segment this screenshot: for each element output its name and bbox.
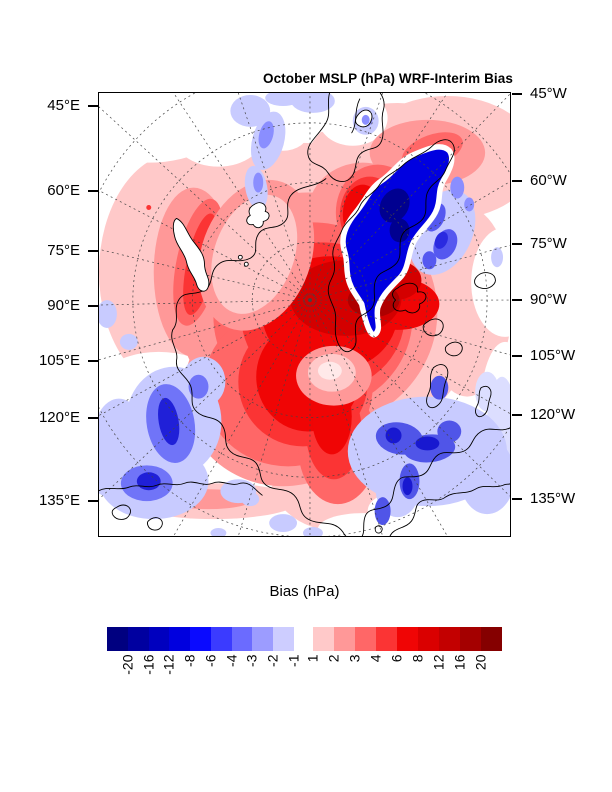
colorbar-tick-label: -8	[181, 654, 198, 667]
map-frame	[98, 92, 511, 537]
left-axis-tick	[88, 190, 98, 192]
colorbar-segment	[396, 627, 419, 651]
graticule	[99, 93, 510, 536]
colorbar-tick-label: -20	[119, 654, 136, 675]
left-axis-label: 105°E	[38, 352, 80, 369]
colorbar-tick-label: -3	[243, 654, 260, 667]
colorbar-segment	[127, 627, 150, 651]
right-axis-tick	[512, 243, 522, 245]
right-axis-label: 105°W	[530, 347, 576, 364]
right-axis-tick	[512, 93, 522, 95]
left-axis-tick	[88, 417, 98, 419]
left-axis-tick	[88, 360, 98, 362]
right-axis-label: 60°W	[530, 172, 567, 189]
colorbar-title: Bias (hPa)	[269, 583, 340, 600]
colorbar: -20 -16 -12 -8 -6 -4 -3 -2 -1 1 2 3 4 6 8 12 16 20	[107, 627, 503, 675]
colorbar-tick-label: -12	[160, 654, 177, 675]
left-axis-label: 90°E	[47, 297, 80, 314]
colorbar-tick-label: 20	[472, 654, 489, 671]
colorbar-segment	[333, 627, 356, 651]
colorbar-segment	[148, 627, 170, 651]
colorbar-tick-label: 6	[388, 654, 405, 663]
colorbar-segment	[169, 627, 191, 651]
right-axis-tick	[512, 414, 522, 416]
colorbar-segment	[312, 627, 335, 651]
svalbard-blue-dot	[361, 114, 370, 125]
colorbar-segment	[417, 627, 440, 651]
colorbar-segment	[107, 627, 129, 651]
colorbar-segment	[480, 627, 503, 651]
right-axis-tick	[512, 355, 522, 357]
colorbar-segment	[438, 627, 461, 651]
left-axis-label: 60°E	[47, 182, 80, 199]
colorbar-segment	[273, 627, 295, 651]
colorbar-tick-label: -4	[223, 654, 240, 667]
right-axis-label: 45°W	[530, 85, 567, 102]
colorbar-segment	[375, 627, 398, 651]
map-canvas	[99, 93, 510, 536]
right-axis-tick	[512, 299, 522, 301]
colorbar-tick-label: 4	[367, 654, 384, 663]
colorbar-tick-label: 1	[304, 654, 321, 663]
left-axis-label: 120°E	[38, 409, 80, 426]
colorbar-segment	[459, 627, 482, 651]
left-axis-tick	[88, 250, 98, 252]
colorbar-tick-label: -1	[285, 654, 302, 667]
left-axis-tick	[88, 305, 98, 307]
left-axis-tick	[88, 105, 98, 107]
colorbar-segment	[231, 627, 253, 651]
colorbar-tick-label: 8	[409, 654, 426, 663]
right-axis-tick	[512, 180, 522, 182]
bias-shading-negative	[99, 93, 510, 536]
colorbar-tick-label: -6	[202, 654, 219, 667]
colorbar-segment	[190, 627, 212, 651]
colorbar-tick-label: 12	[430, 654, 447, 671]
colorbar-tick-label: -16	[140, 654, 157, 675]
map-title: October MSLP (hPa) WRF-Interim Bias	[262, 71, 513, 86]
colorbar-tick-label: 2	[325, 654, 342, 663]
right-axis-tick	[512, 498, 522, 500]
left-axis-tick	[88, 500, 98, 502]
coastlines	[99, 93, 510, 536]
colorbar-segment	[252, 627, 274, 651]
colorbar-segment	[354, 627, 377, 651]
colorbar-tick-label: 3	[346, 654, 363, 663]
colorbar-segment	[210, 627, 233, 651]
right-axis-label: 75°W	[530, 235, 567, 252]
left-axis-label: 135°E	[38, 492, 80, 509]
colorbar-tick-label: -2	[264, 654, 281, 667]
left-axis-label: 75°E	[47, 242, 80, 259]
colorbar-tick-label: 16	[451, 654, 468, 671]
right-axis-label: 135°W	[530, 490, 576, 507]
right-axis-label: 90°W	[530, 291, 567, 308]
right-axis-label: 120°W	[530, 406, 576, 423]
left-axis-label: 45°E	[47, 97, 80, 114]
